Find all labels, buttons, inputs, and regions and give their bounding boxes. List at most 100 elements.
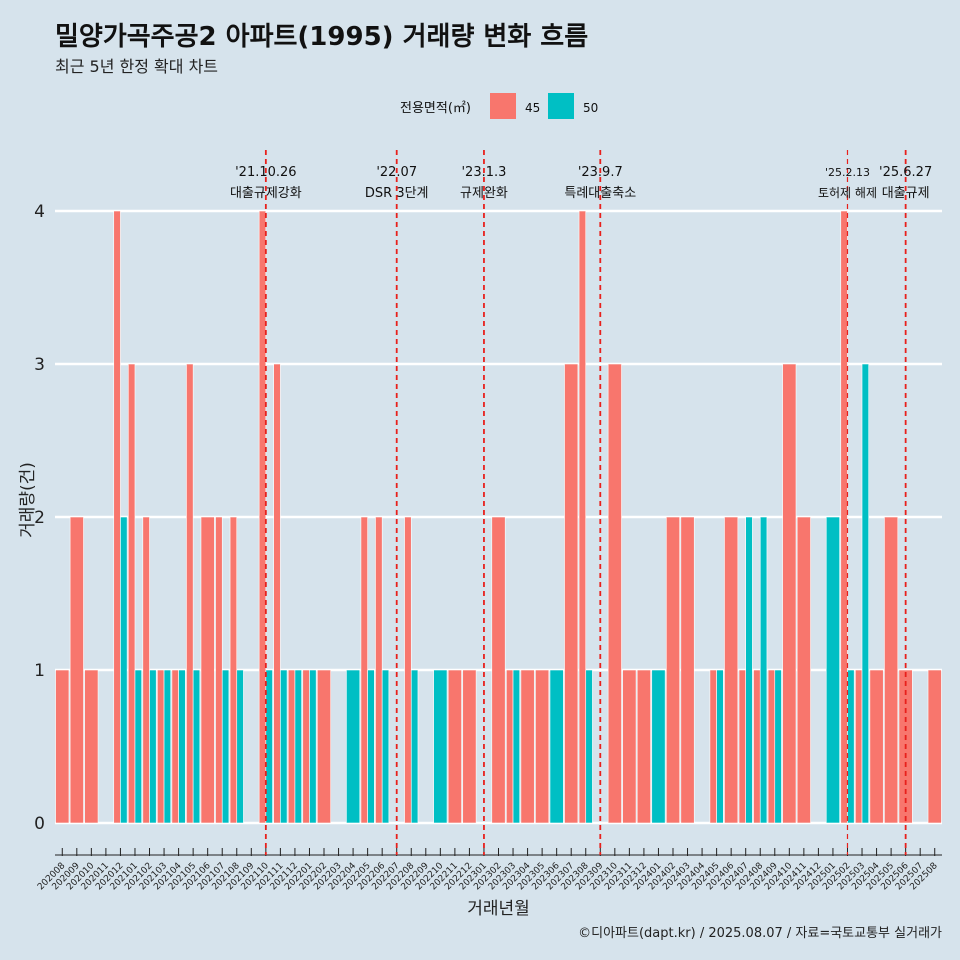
bar-50 (774, 669, 782, 824)
bar-45 (796, 516, 811, 824)
bar-45 (375, 516, 383, 824)
bar-50 (163, 669, 172, 824)
bar-50 (716, 669, 724, 824)
bar-45 (753, 669, 761, 824)
legend-title: 전용면적(㎡) (400, 101, 471, 116)
event-date-label: '22.07 (376, 165, 417, 180)
event-name-label: 규제완화 (460, 186, 508, 201)
bar-45 (215, 516, 223, 824)
event-name-label: 대출규제 (882, 186, 930, 201)
bar-45 (506, 669, 514, 824)
bar-50 (847, 669, 855, 824)
y-axis-title: 거래량(건) (18, 462, 38, 538)
bar-50 (410, 669, 419, 824)
bar-45 (622, 669, 637, 824)
bar-45 (462, 669, 477, 824)
bar-45 (782, 363, 797, 824)
bar-50 (861, 363, 870, 824)
bar-45 (724, 516, 739, 824)
bar-45 (113, 210, 121, 824)
bar-45 (666, 516, 680, 824)
bar-50 (512, 669, 521, 824)
bar-45 (578, 210, 587, 824)
bar-45 (157, 669, 165, 824)
event-date-label: '25.2.13 (825, 166, 870, 179)
bar-50 (745, 516, 753, 824)
legend-swatch-45 (490, 93, 516, 119)
bar-50 (134, 669, 142, 824)
bar-45 (302, 669, 310, 824)
bar-45 (273, 363, 281, 824)
bar-50 (120, 516, 128, 824)
bar-50 (149, 669, 157, 824)
event-name-label: 대출규제강화 (230, 186, 302, 201)
bar-50 (280, 669, 288, 824)
bar-50 (825, 516, 840, 824)
bar-45 (636, 669, 651, 824)
bar-50 (178, 669, 186, 824)
bar-50 (192, 669, 201, 824)
bar-50 (346, 669, 361, 824)
bar-50 (309, 669, 317, 824)
bar-45 (709, 669, 717, 824)
bar-45 (404, 516, 412, 824)
bar-45 (69, 516, 84, 824)
y-tick-label: 2 (34, 508, 45, 528)
bar-45 (287, 669, 296, 824)
legend-label: 45 (525, 101, 540, 115)
bar-45 (55, 669, 70, 824)
bar-50 (759, 516, 768, 824)
bar-45 (200, 516, 215, 824)
bar-45 (84, 669, 99, 824)
bar-50 (236, 669, 244, 824)
bar-45 (767, 669, 776, 824)
bar-45 (884, 516, 899, 824)
event-name-label: 특례대출축소 (564, 186, 636, 201)
bar-45 (360, 516, 368, 824)
bar-45 (258, 210, 267, 824)
bar-45 (186, 363, 194, 824)
x-axis-title: 거래년월 (467, 899, 530, 919)
bar-50 (433, 669, 448, 824)
bar-45 (855, 669, 863, 824)
y-tick-label: 1 (34, 661, 45, 681)
y-tick-label: 4 (34, 202, 45, 222)
bar-45 (680, 516, 695, 824)
legend-label: 50 (583, 101, 598, 115)
bar-45 (535, 669, 550, 824)
event-name-label: DSR 3단계 (365, 186, 429, 201)
bar-45 (927, 669, 942, 824)
bar-45 (564, 363, 579, 824)
y-tick-label: 3 (34, 355, 45, 375)
event-date-label: '23.1.3 (461, 165, 506, 180)
bar-45 (520, 669, 535, 824)
event-name-label: 토허제 해제 (818, 186, 877, 200)
source-caption: ©디아파트(dapt.kr) / 2025.08.07 / 자료=국토교통부 실… (578, 926, 942, 941)
bar-45 (171, 669, 179, 824)
bar-45 (317, 669, 331, 824)
bar-50 (549, 669, 564, 824)
bar-45 (127, 363, 136, 824)
bar-45 (229, 516, 238, 824)
bar-45 (869, 669, 884, 824)
event-date-label: '25.6.27 (879, 165, 932, 180)
bar-45 (447, 669, 462, 824)
bar-50 (585, 669, 593, 824)
bar-50 (265, 669, 273, 824)
event-date-label: '21.10.26 (235, 165, 296, 180)
chart-title: 밀양가곡주공2 아파트(1995) 거래량 변화 흐름 (55, 22, 589, 52)
bar-50 (367, 669, 375, 824)
chart-subtitle: 최근 5년 한정 확대 차트 (55, 57, 219, 76)
bar-45 (142, 516, 150, 824)
bar-50 (221, 669, 230, 824)
bar-50 (294, 669, 302, 824)
legend-swatch-50 (548, 93, 574, 119)
bar-50 (381, 669, 390, 824)
y-tick-label: 0 (34, 814, 45, 834)
event-date-label: '23.9.7 (578, 165, 623, 180)
bar-45 (738, 669, 746, 824)
bar-45 (840, 210, 848, 824)
bar-45 (607, 363, 622, 824)
